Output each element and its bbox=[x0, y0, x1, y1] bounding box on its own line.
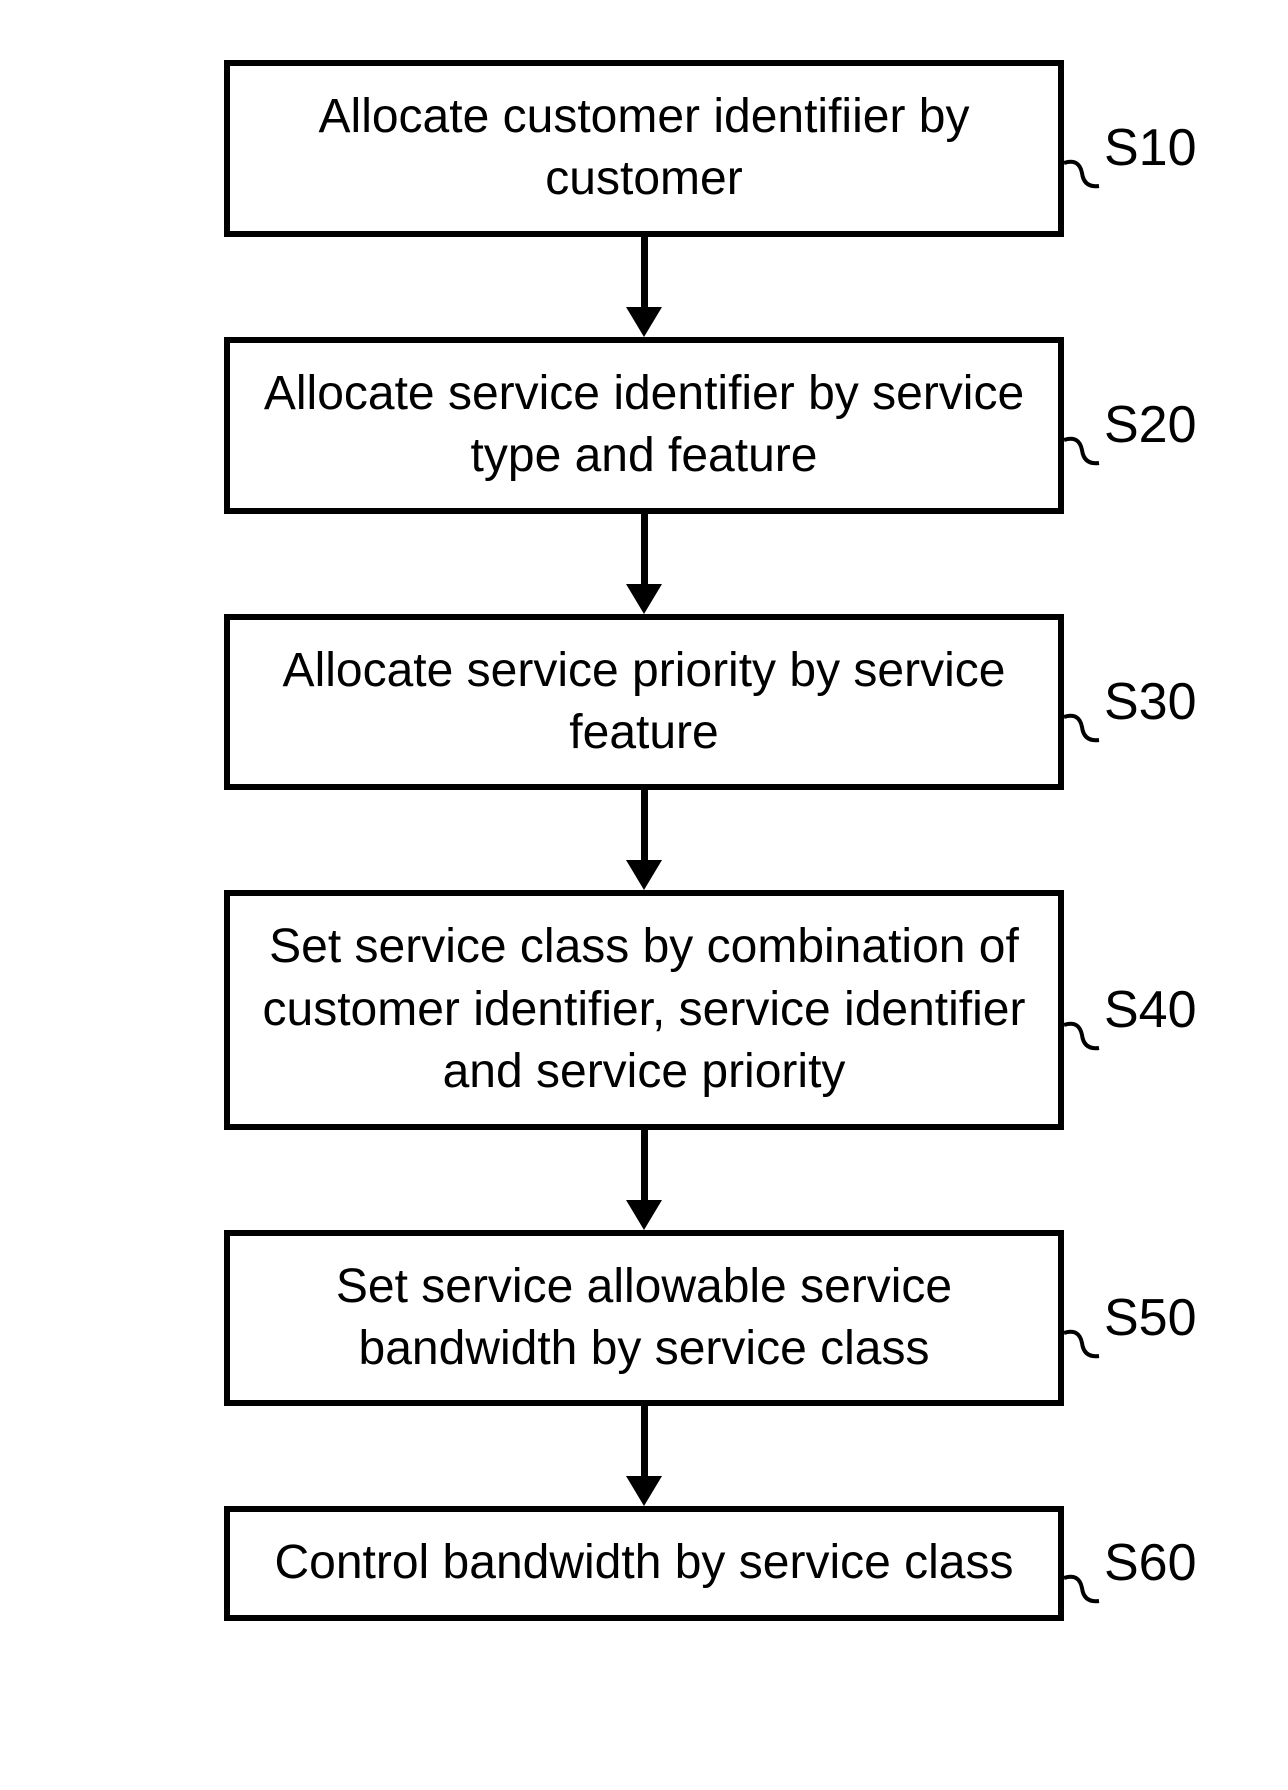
step-box-s40: Set service class by combination of cust… bbox=[224, 890, 1064, 1129]
arrow-icon bbox=[80, 1406, 1208, 1506]
step-text: Allocate service identifier by service t… bbox=[260, 363, 1028, 488]
flowchart-container: Allocate customer identifiier by custome… bbox=[80, 60, 1208, 1621]
connector-curve-icon bbox=[1064, 425, 1104, 475]
step-box-s20: Allocate service identifier by service t… bbox=[224, 337, 1064, 514]
step-box-s10: Allocate customer identifiier by custome… bbox=[224, 60, 1064, 237]
step-label: S20 bbox=[1104, 395, 1197, 455]
step-text: Allocate customer identifiier by custome… bbox=[260, 86, 1028, 211]
connector-curve-icon bbox=[1064, 1563, 1104, 1613]
step-box-s60: Control bandwidth by service class bbox=[224, 1506, 1064, 1620]
step-label: S50 bbox=[1104, 1288, 1197, 1348]
step-box-s50: Set service allowable service bandwidth … bbox=[224, 1230, 1064, 1407]
arrow-icon bbox=[80, 790, 1208, 890]
step-row-s50: Set service allowable service bandwidth … bbox=[80, 1230, 1208, 1407]
step-text: Allocate service priority by service fea… bbox=[260, 640, 1028, 765]
step-label: S30 bbox=[1104, 672, 1197, 732]
step-text: Set service class by combination of cust… bbox=[260, 916, 1028, 1103]
step-row-s10: Allocate customer identifiier by custome… bbox=[80, 60, 1208, 237]
connector-curve-icon bbox=[1064, 148, 1104, 198]
step-text: Control bandwidth by service class bbox=[274, 1532, 1013, 1594]
step-label: S10 bbox=[1104, 118, 1197, 178]
step-row-s40: Set service class by combination of cust… bbox=[80, 890, 1208, 1129]
arrow-icon bbox=[80, 514, 1208, 614]
arrow-icon bbox=[80, 237, 1208, 337]
step-label: S60 bbox=[1104, 1533, 1197, 1593]
connector-curve-icon bbox=[1064, 1010, 1104, 1060]
step-text: Set service allowable service bandwidth … bbox=[260, 1256, 1028, 1381]
step-row-s60: Control bandwidth by service class S60 bbox=[80, 1506, 1208, 1620]
connector-curve-icon bbox=[1064, 1318, 1104, 1368]
arrow-icon bbox=[80, 1130, 1208, 1230]
step-label: S40 bbox=[1104, 980, 1197, 1040]
step-row-s30: Allocate service priority by service fea… bbox=[80, 614, 1208, 791]
step-row-s20: Allocate service identifier by service t… bbox=[80, 337, 1208, 514]
step-box-s30: Allocate service priority by service fea… bbox=[224, 614, 1064, 791]
connector-curve-icon bbox=[1064, 702, 1104, 752]
